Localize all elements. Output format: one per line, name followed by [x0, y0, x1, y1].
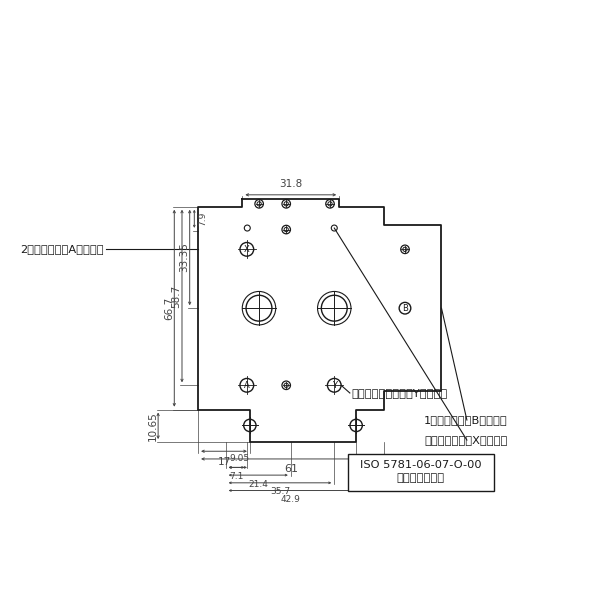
- Text: 1次側ポート（Bポート）: 1次側ポート（Bポート）: [424, 415, 508, 425]
- Text: ベントポート（Xポート）: ベントポート（Xポート）: [424, 435, 508, 445]
- Text: 33.35: 33.35: [179, 242, 190, 272]
- Text: 10.65: 10.65: [148, 411, 158, 440]
- Text: 58.7: 58.7: [172, 284, 182, 308]
- Text: 外部ドレンポート（Yポート）: 外部ドレンポート（Yポート）: [352, 388, 448, 398]
- Text: B: B: [402, 304, 408, 313]
- Text: 66.7: 66.7: [164, 296, 174, 320]
- Text: Y: Y: [332, 381, 337, 390]
- Text: 7.9: 7.9: [198, 212, 207, 226]
- Text: A: A: [244, 381, 250, 390]
- Text: 7.1: 7.1: [229, 472, 244, 481]
- Text: 2次側ポート（Aポート）: 2次側ポート（Aポート）: [20, 244, 103, 254]
- Text: 9.05: 9.05: [229, 454, 250, 463]
- Text: 17: 17: [217, 457, 230, 467]
- Text: 61: 61: [284, 464, 298, 475]
- Text: 21.4: 21.4: [248, 480, 268, 489]
- Bar: [347, 454, 494, 491]
- Text: 42.9: 42.9: [281, 495, 301, 504]
- Text: X: X: [244, 245, 250, 254]
- Text: 取付面（準拠）: 取付面（準拠）: [397, 473, 445, 482]
- Text: ISO 5781-06-07-O-00: ISO 5781-06-07-O-00: [360, 460, 482, 470]
- Text: 31.8: 31.8: [279, 179, 302, 190]
- Text: 35.7: 35.7: [270, 487, 290, 496]
